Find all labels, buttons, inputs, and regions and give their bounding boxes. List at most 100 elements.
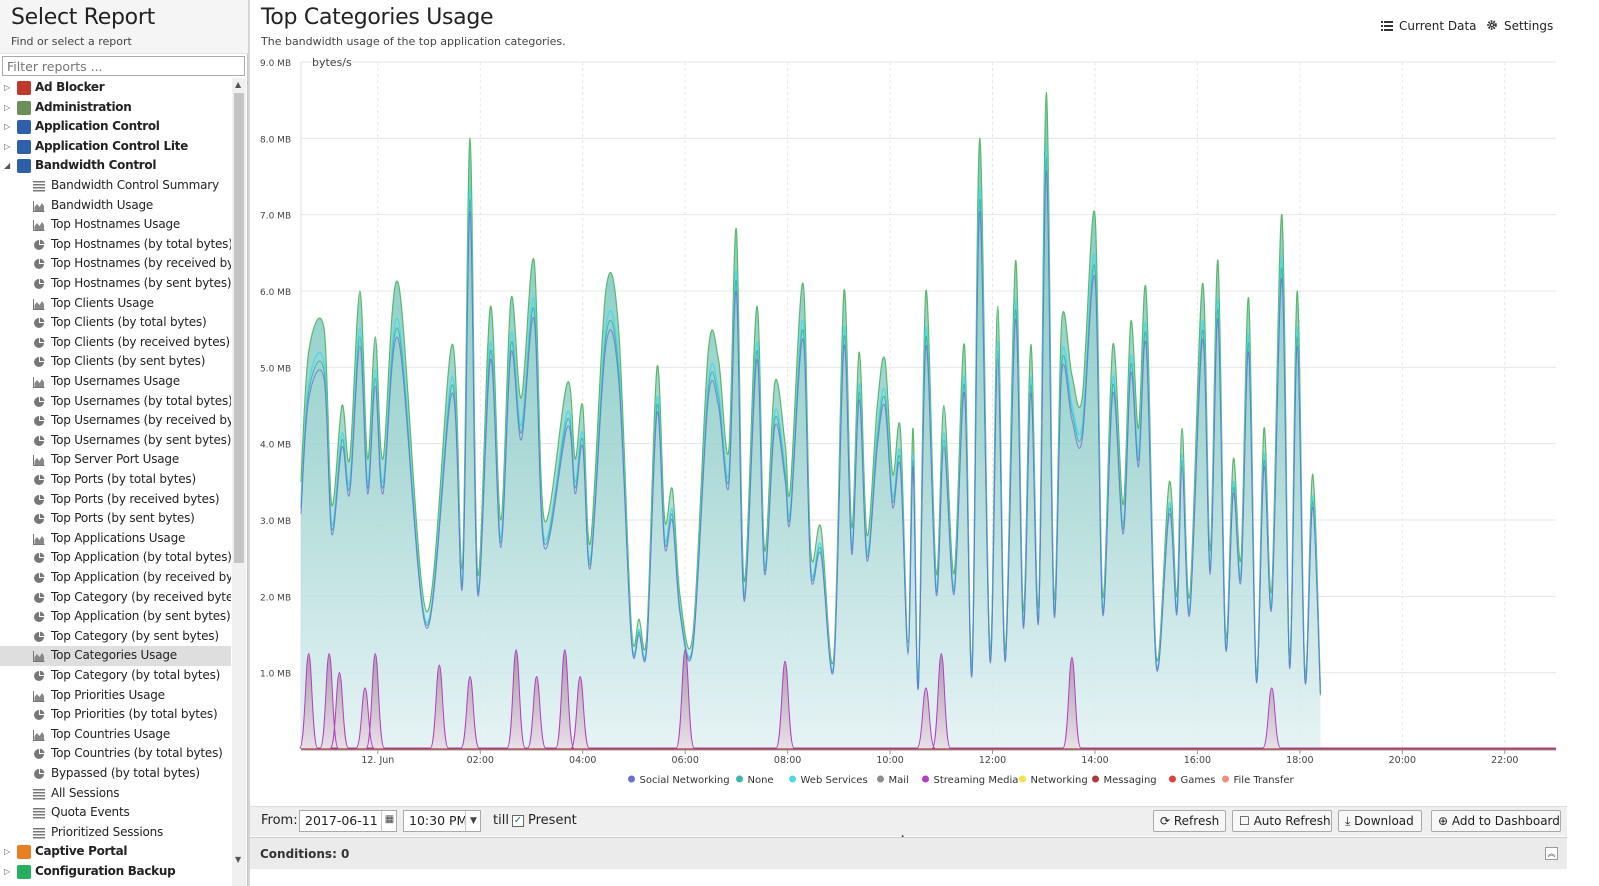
- tree-folder-captive-portal[interactable]: ▷ Captive Portal: [0, 842, 231, 862]
- tree-item-top-usernames-usage[interactable]: Top Usernames Usage: [0, 372, 231, 392]
- tree-item-prioritized-sessions[interactable]: Prioritized Sessions: [0, 823, 231, 843]
- tree-item-top-category-by-received-bytes[interactable]: Top Category (by received bytes): [0, 588, 231, 608]
- tree-item-top-application-by-total-bytes[interactable]: Top Application (by total bytes): [0, 548, 231, 568]
- tree-item-top-hostnames-by-total-bytes[interactable]: Top Hostnames (by total bytes): [0, 235, 231, 255]
- tree-item-label: Top Ports (by sent bytes): [51, 511, 195, 526]
- tree-item-top-application-by-received-bytes[interactable]: Top Application (by received bytes): [0, 568, 231, 588]
- collapsed-arrow-icon[interactable]: ▷: [4, 102, 11, 112]
- legend-item-games[interactable]: Games: [1169, 775, 1215, 786]
- refresh-button[interactable]: ⟳ Refresh: [1153, 810, 1226, 832]
- tree-item-label: Bandwidth Usage: [51, 197, 154, 212]
- configuration-backup-icon: [17, 865, 31, 879]
- tree-folder-bandwidth-control[interactable]: ◢ Bandwidth Control: [0, 156, 231, 176]
- calendar-icon[interactable]: ▦: [381, 811, 397, 831]
- download-button[interactable]: ⤓ Download: [1338, 810, 1422, 832]
- expand-icon[interactable]: ︽: [1545, 847, 1558, 860]
- current-data-button[interactable]: Current Data: [1381, 19, 1477, 33]
- legend-item-file-transfer[interactable]: File Transfer: [1222, 775, 1295, 786]
- legend-item-social-networking[interactable]: Social Networking: [628, 775, 730, 786]
- tree-item-top-priorities-by-total-bytes[interactable]: Top Priorities (by total bytes): [0, 705, 231, 725]
- legend-item-networking[interactable]: Networking: [1019, 775, 1088, 786]
- tree-item-label: Top Clients Usage: [51, 295, 154, 310]
- pie-chart-icon: [34, 317, 45, 329]
- tree-item-top-usernames-by-total-bytes[interactable]: Top Usernames (by total bytes): [0, 392, 231, 412]
- tree-item-top-categories-usage[interactable]: Top Categories Usage: [0, 646, 231, 666]
- start-time-field[interactable]: 10:30 PM: [403, 810, 481, 832]
- tree-item-top-clients-by-total-bytes[interactable]: Top Clients (by total bytes): [0, 313, 231, 333]
- tree-scrollbar[interactable]: ▲ ▼: [232, 78, 246, 886]
- scrollbar-thumb[interactable]: [234, 93, 244, 563]
- tree-item-top-server-port-usage[interactable]: Top Server Port Usage: [0, 450, 231, 470]
- tree-item-label: Top Application (by received bytes): [51, 570, 231, 584]
- add-to-dashboard-button[interactable]: ⊕ Add to Dashboard: [1431, 810, 1561, 832]
- refresh-label: Refresh: [1173, 814, 1220, 828]
- present-checkbox[interactable]: ✓: [512, 815, 524, 827]
- tree-item-top-applications-usage[interactable]: Top Applications Usage: [0, 529, 231, 549]
- legend-item-mail[interactable]: Mail: [877, 775, 909, 786]
- tree-item-bandwidth-control-summary[interactable]: Bandwidth Control Summary: [0, 176, 231, 196]
- tree-folder-application-control[interactable]: ▷ Application Control: [0, 117, 231, 137]
- tree-item-top-ports-by-total-bytes[interactable]: Top Ports (by total bytes): [0, 470, 231, 490]
- auto-refresh-button[interactable]: ☐ Auto Refresh: [1232, 810, 1332, 832]
- tree-item-bandwidth-usage[interactable]: Bandwidth Usage: [0, 196, 231, 216]
- chevron-down-icon[interactable]: ▼: [465, 811, 481, 831]
- tree-item-top-hostnames-by-sent-bytes[interactable]: Top Hostnames (by sent bytes): [0, 274, 231, 294]
- tree-item-top-hostnames-usage[interactable]: Top Hostnames Usage: [0, 215, 231, 235]
- legend-item-streaming-media[interactable]: Streaming Media: [922, 775, 1018, 786]
- tree-item-top-countries-by-total-bytes[interactable]: Top Countries (by total bytes): [0, 744, 231, 764]
- captive-portal-icon: [17, 845, 31, 860]
- collapsed-arrow-icon[interactable]: ▷: [4, 847, 11, 857]
- tree-item-label: Top Hostnames Usage: [51, 217, 181, 232]
- tree-item-top-ports-by-received-bytes[interactable]: Top Ports (by received bytes): [0, 490, 231, 510]
- pie-chart-icon: [34, 572, 45, 583]
- tree-item-top-category-by-sent-bytes[interactable]: Top Category (by sent bytes): [0, 627, 231, 647]
- tree-item-label: Top Hostnames (by total bytes): [51, 236, 231, 251]
- collapsed-arrow-icon[interactable]: ▷: [4, 122, 11, 132]
- tree-item-label: Top Hostnames (by received byte...: [51, 256, 231, 271]
- tree-item-top-ports-by-sent-bytes[interactable]: Top Ports (by sent bytes): [0, 509, 231, 529]
- tree-item-label: Top Usernames (by total bytes): [51, 393, 231, 408]
- tree-item-top-countries-usage[interactable]: Top Countries Usage: [0, 725, 231, 745]
- tree-item-quota-events[interactable]: Quota Events: [0, 803, 231, 823]
- tree-folder-application-control-lite[interactable]: ▷ Application Control Lite: [0, 137, 231, 157]
- x-tick-label: 08:00: [774, 755, 801, 766]
- tree-folder-label: Administration: [35, 99, 132, 114]
- pie-chart-icon: [34, 552, 45, 564]
- legend-item-none[interactable]: None: [736, 775, 774, 786]
- tree-item-label: Top Usernames Usage: [51, 374, 180, 388]
- report-description: The bandwidth usage of the top applicati…: [261, 35, 566, 48]
- tree-item-bypassed-by-total-bytes[interactable]: Bypassed (by total bytes): [0, 764, 231, 784]
- tree-item-top-application-by-sent-bytes[interactable]: Top Application (by sent bytes): [0, 607, 231, 627]
- tree-item-top-usernames-by-received-bytes[interactable]: Top Usernames (by received bytes): [0, 411, 231, 431]
- tree-folder-ad-blocker[interactable]: ▷ Ad Blocker: [0, 78, 231, 98]
- scroll-up-icon[interactable]: ▲: [235, 80, 242, 89]
- settings-button[interactable]: Settings: [1486, 19, 1553, 33]
- tree-item-top-clients-by-received-bytes[interactable]: Top Clients (by received bytes): [0, 333, 231, 353]
- conditions-bar[interactable]: Conditions: 0 ︽: [250, 837, 1567, 869]
- expanded-arrow-icon[interactable]: ◢: [4, 161, 11, 171]
- tree-folder-configuration-backup[interactable]: ▷ Configuration Backup: [0, 862, 231, 882]
- tree-item-top-hostnames-by-received-byte[interactable]: Top Hostnames (by received byte...: [0, 254, 231, 274]
- tree-item-top-clients-usage[interactable]: Top Clients Usage: [0, 294, 231, 314]
- tree-item-top-clients-by-sent-bytes[interactable]: Top Clients (by sent bytes): [0, 352, 231, 372]
- series-line-social-networking: [300, 170, 1321, 696]
- legend-label: Streaming Media: [934, 775, 1019, 786]
- filter-reports-input[interactable]: [2, 56, 245, 76]
- legend-item-web-services[interactable]: Web Services: [789, 775, 868, 786]
- tree-folder-administration[interactable]: ▷ Administration: [0, 98, 231, 118]
- collapsed-arrow-icon[interactable]: ▷: [4, 83, 11, 92]
- streaming-media-line: [299, 649, 1556, 749]
- tree-item-top-usernames-by-sent-bytes[interactable]: Top Usernames (by sent bytes): [0, 431, 231, 451]
- gear-icon: [1487, 20, 1497, 30]
- collapsed-arrow-icon[interactable]: ▷: [4, 141, 11, 151]
- start-date-field[interactable]: 2017-06-11: [299, 810, 397, 832]
- tree-item-all-sessions[interactable]: All Sessions: [0, 784, 231, 804]
- tree-item-top-category-by-total-bytes[interactable]: Top Category (by total bytes): [0, 666, 231, 686]
- legend-item-messaging[interactable]: Messaging: [1092, 775, 1157, 786]
- tree-item-label: Top Server Port Usage: [51, 452, 180, 467]
- legend-label: None: [748, 775, 774, 786]
- tree-folder-label: Configuration Backup: [35, 864, 176, 878]
- collapsed-arrow-icon[interactable]: ▷: [4, 867, 11, 876]
- scroll-down-icon[interactable]: ▼: [235, 855, 242, 864]
- tree-item-top-priorities-usage[interactable]: Top Priorities Usage: [0, 686, 231, 706]
